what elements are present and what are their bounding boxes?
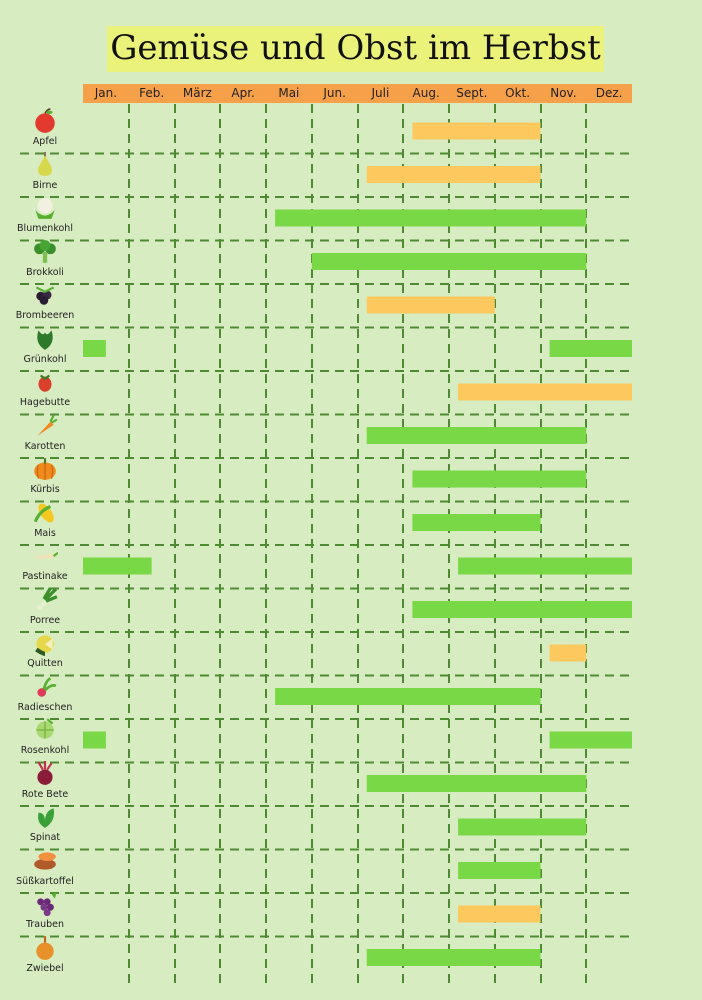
season-bar <box>412 122 541 140</box>
pear-icon <box>38 151 52 176</box>
season-bar <box>366 427 587 444</box>
item-label: Karotten <box>24 440 66 452</box>
season-bar <box>549 731 632 749</box>
radish-icon <box>37 676 57 697</box>
season-bar <box>83 340 106 357</box>
season-bar <box>458 383 632 401</box>
season-bar <box>458 557 632 575</box>
month-label: Mai <box>278 86 300 100</box>
season-bar <box>458 862 541 879</box>
season-bar <box>412 514 541 531</box>
season-bar <box>366 166 541 183</box>
item-label: Porree <box>29 614 61 626</box>
season-bar <box>83 731 106 749</box>
item-label: Blumenkohl <box>17 223 73 234</box>
broccoli-icon <box>34 239 56 263</box>
grid-layer <box>20 104 632 985</box>
item-label: Quitten <box>27 658 63 669</box>
item-label: Radieschen <box>17 701 73 713</box>
carrot-icon <box>37 414 58 436</box>
season-bar <box>366 775 587 792</box>
blackberry-icon <box>35 286 55 305</box>
title-box: Gemüse und Obst im Herbst <box>107 26 604 72</box>
item-label: Birne <box>32 179 58 191</box>
item-label: Rote Bete <box>21 788 69 800</box>
month-label: Aug. <box>412 86 440 100</box>
season-bar <box>412 470 587 488</box>
item-label: Mais <box>34 527 56 539</box>
apple-icon <box>35 108 55 133</box>
rosehip-icon <box>38 374 52 392</box>
parsnip-icon <box>34 551 58 559</box>
season-bar <box>311 253 587 270</box>
item-label: Spinat <box>29 832 61 843</box>
item-label: Zwiebel <box>26 962 64 974</box>
item-label: Hagebutte <box>19 397 71 408</box>
month-label: März <box>182 86 212 100</box>
season-bar <box>549 644 587 662</box>
month-label: Dez. <box>595 86 623 100</box>
season-bar <box>549 340 632 357</box>
item-label: Pastinake <box>22 571 68 582</box>
month-label: Apr. <box>231 86 255 100</box>
season-bar <box>366 296 495 314</box>
item-label: Kürbis <box>30 484 60 495</box>
month-label: Okt. <box>505 86 531 100</box>
season-bar <box>275 209 587 227</box>
season-bar <box>83 557 152 575</box>
month-label: Sept. <box>456 86 488 100</box>
corn-icon <box>33 503 54 522</box>
sweet-potato-icon <box>34 851 56 870</box>
beetroot-icon <box>37 760 53 785</box>
month-label: Juli <box>371 86 390 100</box>
item-label: Apfel <box>32 136 58 147</box>
item-label: Süßkartoffel <box>16 875 74 887</box>
item-label: Rosenkohl <box>20 745 70 756</box>
month-header-bar <box>83 84 632 103</box>
season-bar <box>458 905 541 923</box>
month-label: Nov. <box>550 86 577 100</box>
item-label: Trauben <box>25 919 65 930</box>
chart-title: Gemüse und Obst im Herbst <box>110 28 601 68</box>
onion-icon <box>36 935 54 960</box>
bar-layer <box>83 122 632 966</box>
spinach-icon <box>38 808 55 828</box>
leek-icon <box>36 586 58 611</box>
grapes-icon <box>37 892 57 917</box>
item-label: Brombeeren <box>15 310 75 321</box>
item-label: Brokkoli <box>26 266 64 278</box>
brussels-sprout-icon <box>36 718 54 739</box>
pumpkin-icon <box>34 458 56 480</box>
season-bar <box>458 818 587 836</box>
month-label: Feb. <box>139 86 165 100</box>
month-label: Jan. <box>94 86 118 100</box>
season-bar <box>412 601 632 618</box>
month-label: Jun. <box>323 86 346 100</box>
item-label: Grünkohl <box>23 353 67 365</box>
season-bar <box>366 949 541 966</box>
kale-icon <box>37 329 53 350</box>
season-bar <box>275 688 541 705</box>
quince-icon <box>35 635 54 656</box>
cauliflower-icon <box>35 198 55 219</box>
